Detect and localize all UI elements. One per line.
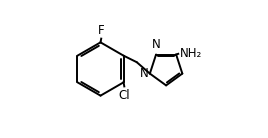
Text: N: N bbox=[152, 38, 161, 51]
Text: NH₂: NH₂ bbox=[180, 47, 202, 60]
Text: N: N bbox=[139, 67, 148, 80]
Text: F: F bbox=[98, 24, 105, 37]
Text: Cl: Cl bbox=[118, 89, 130, 102]
